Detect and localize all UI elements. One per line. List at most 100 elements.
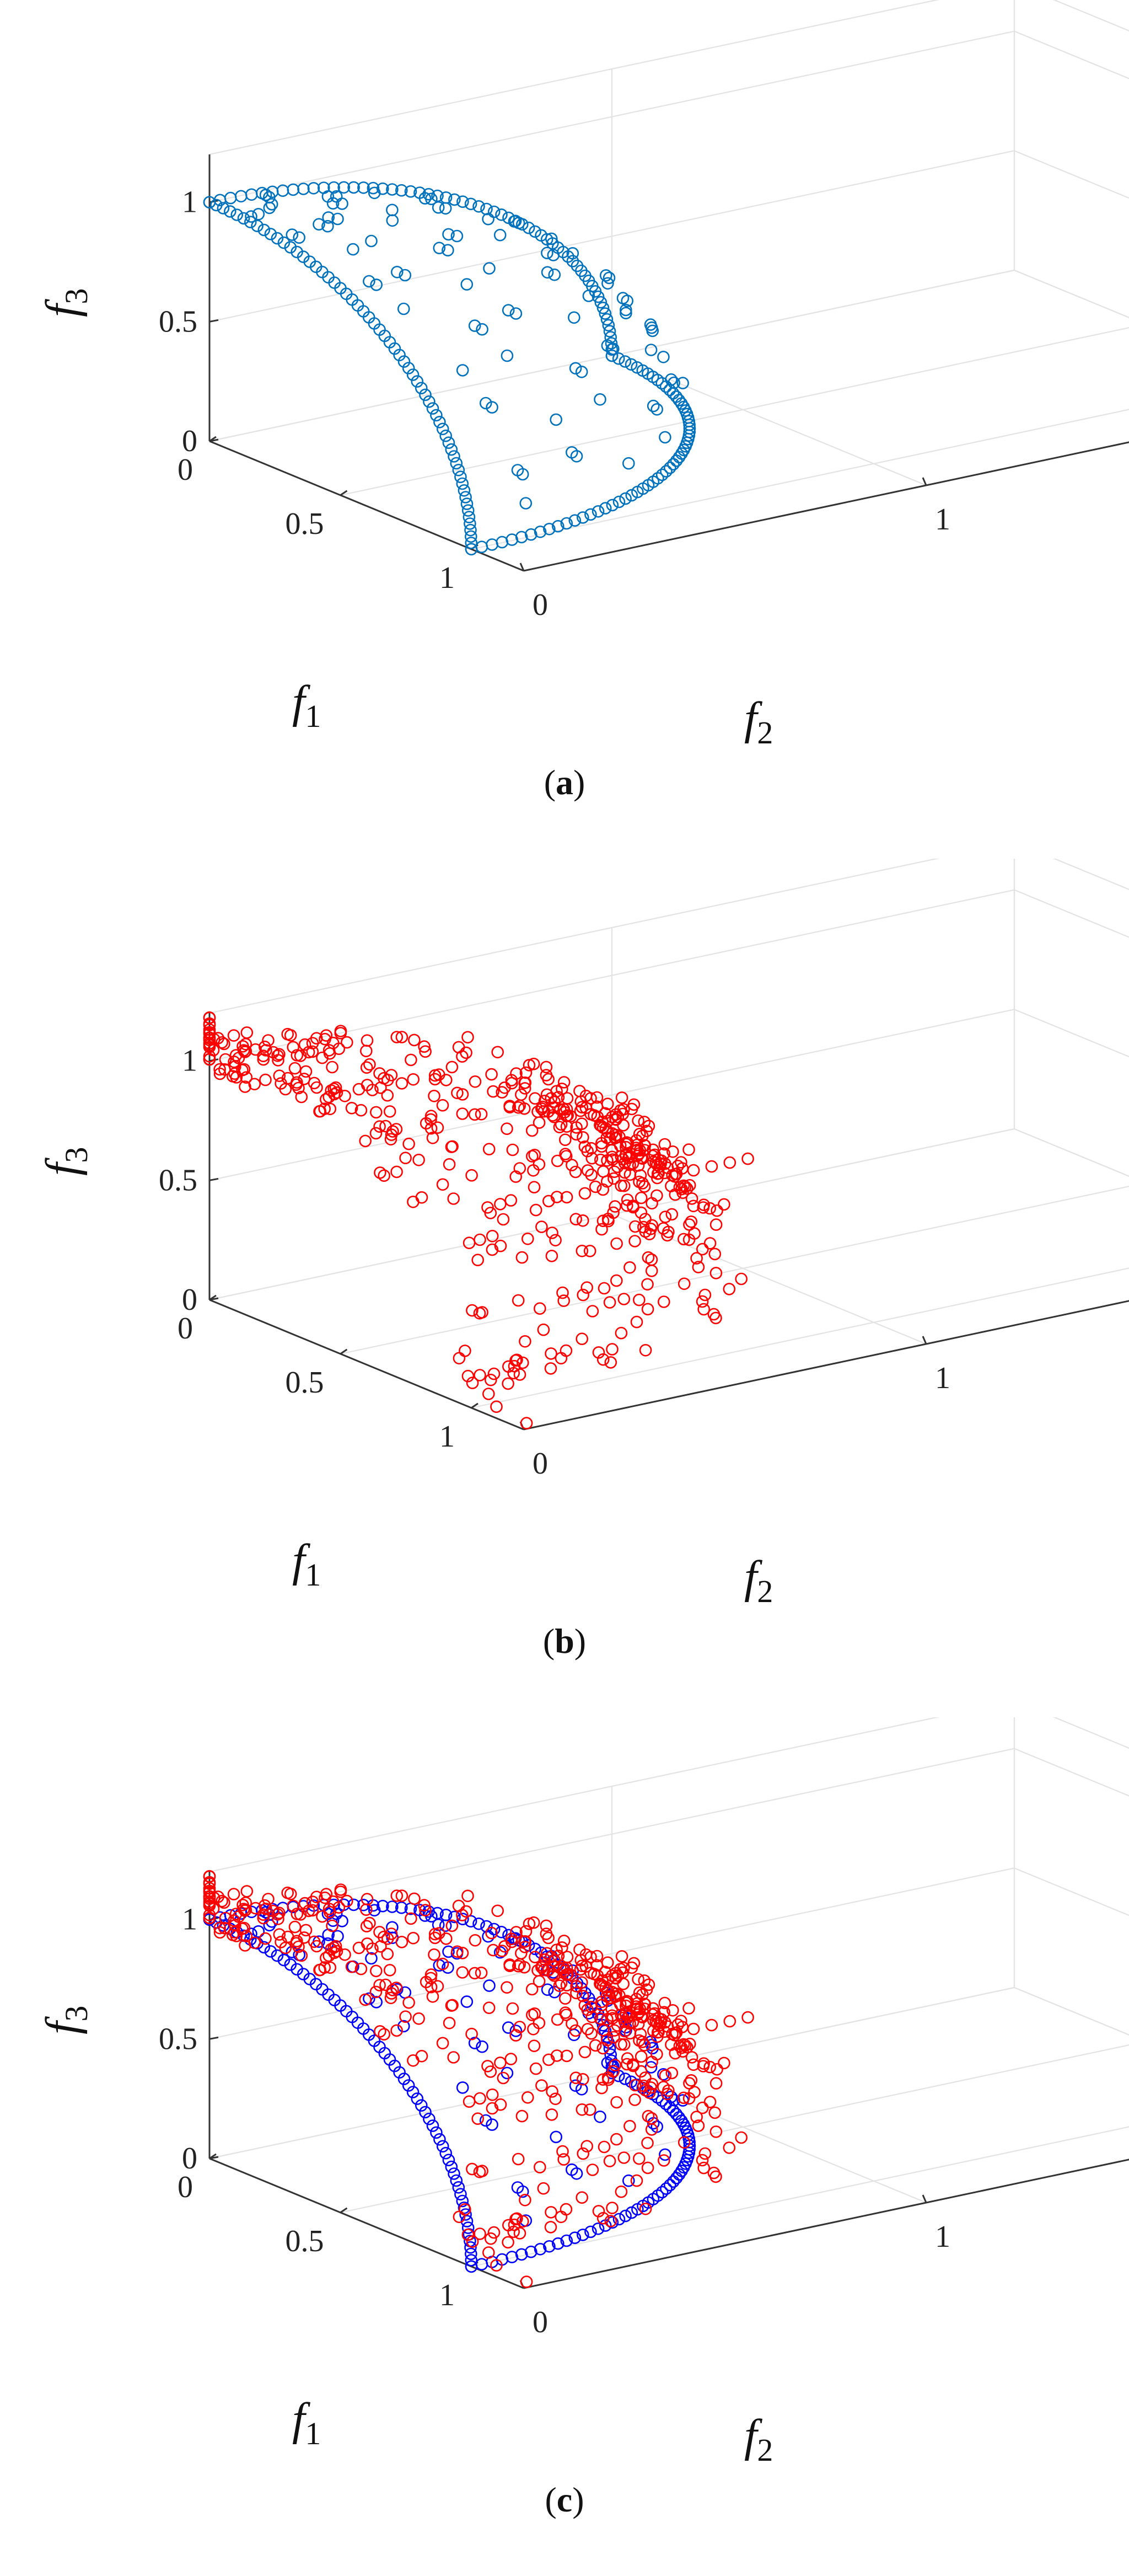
data-point	[536, 2080, 547, 2091]
data-point	[228, 1030, 239, 1041]
data-point	[228, 1889, 239, 1900]
caption-paren-open: (	[545, 2480, 556, 2519]
data-point	[370, 1107, 381, 1118]
data-point	[263, 1894, 274, 1905]
gridline	[1014, 1868, 1129, 1997]
data-point	[484, 1980, 495, 1991]
data-point	[534, 1976, 545, 1987]
data-point	[541, 1062, 552, 1073]
x-tick-label: 0	[178, 453, 193, 487]
panel-caption: (b)	[543, 1621, 586, 1661]
data-point	[600, 270, 611, 281]
data-point	[712, 1205, 723, 1216]
caption-letter: c	[557, 2480, 572, 2519]
data-point	[631, 1316, 642, 1327]
data-point	[608, 1173, 619, 1184]
data-point	[587, 1306, 598, 1317]
y-axis-label: f2	[744, 1551, 773, 1609]
data-point	[484, 263, 495, 274]
data-point	[666, 1209, 678, 1220]
data-point	[549, 269, 560, 280]
data-point	[404, 1997, 415, 2008]
caption-paren-close: )	[573, 763, 585, 802]
data-point	[711, 2171, 722, 2182]
gridline	[1014, 31, 1129, 161]
data-point	[472, 2113, 483, 2124]
data-point	[611, 1238, 622, 1249]
data-point	[736, 1273, 747, 1284]
data-point	[624, 1262, 635, 1273]
y-axis-label: f2	[744, 693, 773, 751]
data-point	[522, 2092, 533, 2103]
x-tick-label: 1	[439, 1420, 455, 1454]
data-point	[705, 1238, 716, 1249]
data-point	[599, 1283, 610, 1294]
data-point	[496, 209, 507, 220]
data-point	[494, 229, 506, 240]
data-point	[571, 1214, 582, 1225]
data-point	[502, 1982, 513, 1993]
data-point	[607, 1344, 618, 1355]
data-point	[447, 1141, 458, 1152]
data-point	[630, 1236, 641, 1247]
data-point	[557, 1287, 568, 1298]
data-point	[718, 2058, 729, 2069]
data-point	[461, 1996, 472, 2007]
data-point	[405, 1054, 416, 1065]
data-point	[463, 1032, 474, 1043]
data-point	[384, 1106, 395, 1117]
gridline	[1014, 1988, 1129, 2117]
data-point	[545, 1363, 556, 1374]
data-point	[440, 203, 451, 214]
z-tick	[209, 1179, 218, 1180]
data-point	[382, 1090, 393, 1101]
data-point	[472, 1255, 483, 1266]
data-point	[466, 2254, 477, 2266]
data-point	[427, 403, 438, 414]
data-point	[459, 1345, 470, 1356]
data-point	[560, 1134, 571, 1145]
data-point	[633, 1294, 644, 1305]
caption-letter: a	[556, 763, 573, 802]
data-point	[241, 1886, 252, 1897]
gridline	[1014, 1129, 1129, 1258]
data-point	[443, 437, 454, 448]
data-point	[475, 2093, 486, 2104]
caption-letter: b	[555, 1621, 574, 1661]
caption-paren-close: )	[572, 2480, 584, 2519]
data-point	[360, 1136, 371, 1147]
z-axis-label-subscript: 3	[58, 2006, 94, 2022]
data-point	[541, 248, 552, 259]
data-point	[611, 2134, 622, 2145]
gridline	[1014, 0, 1129, 113]
data-point	[724, 1157, 735, 1168]
z-tick	[209, 320, 218, 322]
data-point	[476, 1108, 487, 1120]
data-point	[466, 1170, 477, 1181]
data-point	[416, 2050, 427, 2061]
data-point	[522, 1233, 533, 1244]
data-point	[446, 444, 457, 455]
data-point	[446, 2161, 457, 2172]
z-tick-label: 1	[182, 185, 197, 219]
data-point	[724, 1283, 735, 1294]
data-point	[408, 1893, 420, 1904]
x-tick-label: 1	[439, 561, 455, 595]
data-point	[640, 1345, 651, 1356]
data-point	[590, 1181, 601, 1192]
caption-paren-close: )	[574, 1621, 586, 1661]
data-point	[530, 1093, 541, 1104]
gridline	[1014, 859, 1129, 972]
z-axis-label: f3	[36, 1147, 94, 1176]
data-point	[483, 1144, 494, 1155]
data-point	[595, 394, 606, 405]
y-tick-label: 0	[533, 2305, 548, 2339]
data-point	[449, 2168, 460, 2179]
data-point	[659, 432, 670, 443]
data-point	[551, 2132, 562, 2143]
data-point	[400, 1153, 411, 1164]
data-point	[646, 345, 657, 356]
data-point	[429, 1949, 440, 1960]
